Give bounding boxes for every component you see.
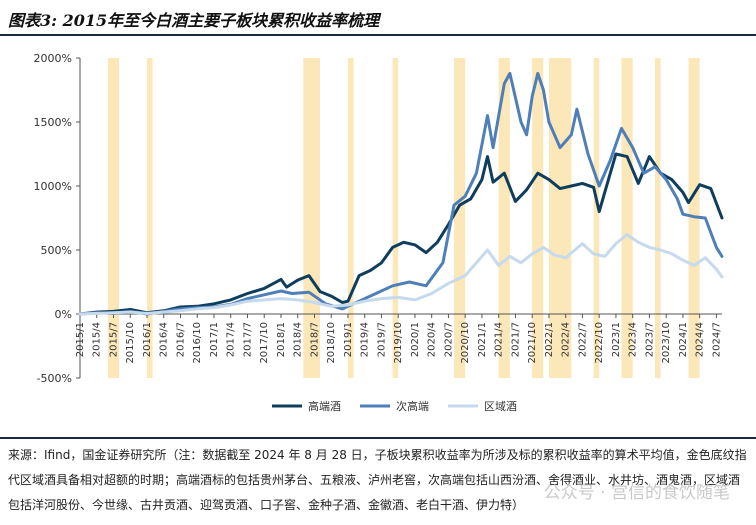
x-tick-label: 2018/10 xyxy=(326,322,337,364)
x-tick-label: 2023/1 xyxy=(611,322,622,357)
x-tick-label: 2019/1 xyxy=(343,322,354,357)
x-tick-label: 2024/4 xyxy=(695,322,706,357)
x-tick-label: 2020/1 xyxy=(410,322,421,357)
shaded-period xyxy=(392,58,399,378)
x-tick-label: 2022/10 xyxy=(594,322,605,364)
x-tick-label: 2021/7 xyxy=(510,322,521,357)
x-tick-label: 2015/7 xyxy=(108,322,119,357)
x-tick-label: 2017/4 xyxy=(226,322,237,357)
x-tick-label: 2021/10 xyxy=(527,322,538,364)
title-rule xyxy=(0,34,756,36)
y-tick-label: 0% xyxy=(55,308,72,321)
watermark: 公众号 · 宫信的食饮随笔 xyxy=(543,483,730,503)
x-tick-label: 2022/1 xyxy=(544,322,555,357)
shaded-period xyxy=(532,58,544,378)
y-tick-label: 1500% xyxy=(34,116,72,129)
x-tick-label: 2016/4 xyxy=(159,322,170,357)
legend-label: 次高端 xyxy=(396,399,429,413)
title-bar: 图表3: 2015年至今白酒主要子板块累积收益率梳理 xyxy=(0,0,756,34)
x-tick-label: 2020/4 xyxy=(427,322,438,357)
x-tick-label: 2016/1 xyxy=(142,322,153,357)
x-tick-label: 2019/7 xyxy=(376,322,387,357)
shaded-period xyxy=(347,58,354,378)
source-note: 来源：Ifind，国金证券研究所（注：数据截至 2024 年 8 月 28 日，… xyxy=(0,437,756,525)
series-line xyxy=(78,152,724,316)
series-line xyxy=(78,233,724,316)
x-tick-label: 2015/10 xyxy=(125,322,136,364)
x-tick-label: 2022/7 xyxy=(577,322,588,357)
x-tick-label: 2018/4 xyxy=(293,322,304,357)
x-tick-label: 2015/1 xyxy=(75,322,86,357)
x-tick-label: 2023/4 xyxy=(628,322,639,357)
x-tick-label: 2021/1 xyxy=(477,322,488,357)
shaded-period xyxy=(593,58,600,378)
x-tick-label: 2024/7 xyxy=(711,322,722,357)
shaded-period xyxy=(498,58,510,378)
x-tick-label: 2019/10 xyxy=(393,322,404,364)
x-tick-label: 2017/10 xyxy=(259,322,270,364)
x-tick-label: 2022/4 xyxy=(561,322,572,357)
shaded-period xyxy=(655,58,661,378)
x-tick-label: 2017/7 xyxy=(242,322,253,357)
x-tick-label: 2019/4 xyxy=(360,322,371,357)
y-tick-label: 2000% xyxy=(34,52,72,65)
x-tick-label: 2023/10 xyxy=(661,322,672,364)
shaded-period xyxy=(621,58,633,378)
x-tick-label: 2016/10 xyxy=(192,322,203,364)
shaded-period xyxy=(454,58,466,378)
shaded-period xyxy=(146,58,153,378)
x-tick-label: 2015/4 xyxy=(92,322,103,357)
x-tick-label: 2024/1 xyxy=(678,322,689,357)
chart-title: 图表3: 2015年至今白酒主要子板块累积收益率梳理 xyxy=(8,11,380,30)
x-tick-label: 2020/10 xyxy=(460,322,471,364)
shaded-period xyxy=(107,58,120,378)
source-text: 来源：Ifind，国金证券研究所（注：数据截至 2024 年 8 月 28 日，… xyxy=(8,448,747,512)
x-tick-label: 2021/4 xyxy=(494,322,505,357)
x-tick-label: 2018/7 xyxy=(309,322,320,357)
x-tick-label: 2016/7 xyxy=(175,322,186,357)
legend-label: 区域酒 xyxy=(484,400,517,413)
y-tick-label: -500% xyxy=(37,372,72,385)
y-tick-label: 500% xyxy=(41,244,72,257)
x-tick-label: 2020/7 xyxy=(443,322,454,357)
x-tick-label: 2018/1 xyxy=(276,322,287,357)
x-tick-label: 2023/7 xyxy=(644,322,655,357)
chart: -500% 0% 500% 1000% 1500% 2000% 2015/1 2015/4 20… xyxy=(34,52,724,413)
x-tick-label: 2017/1 xyxy=(209,322,220,357)
legend-label: 高端酒 xyxy=(308,399,341,413)
y-tick-label: 1000% xyxy=(34,180,72,193)
